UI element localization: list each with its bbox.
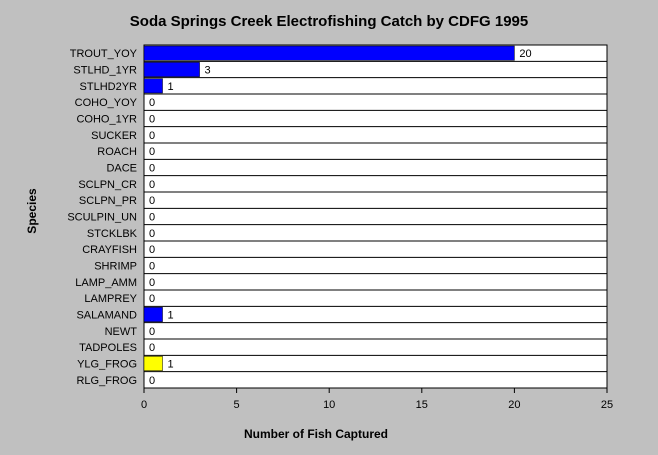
category-label: COHO_1YR: [76, 114, 137, 126]
category-label: STLHD_1YR: [73, 65, 137, 77]
category-label: YLG_FROG: [77, 359, 137, 371]
bar: [143, 45, 515, 61]
plot-area: [143, 44, 608, 389]
x-tick-label: 25: [601, 399, 613, 411]
data-labels: 20 3 1 0 0 0 0 0 0 0 0 0 0 0 0 0 1 0 0 1 0: [149, 48, 532, 387]
category-labels: TROUT_YOY STLHD_1YR STLHD2YR COHO_YOY COHO_1…: [67, 48, 137, 387]
data-label: 0: [149, 326, 155, 338]
data-label: 0: [149, 375, 155, 387]
data-label: 0: [149, 261, 155, 273]
category-label: STLHD2YR: [80, 81, 138, 93]
category-label: SHRIMP: [94, 261, 137, 273]
data-label: 0: [149, 277, 155, 289]
data-label: 0: [149, 212, 155, 224]
bar: [143, 307, 163, 322]
x-tick-label: 10: [323, 399, 335, 411]
data-label: 0: [149, 195, 155, 207]
bar: [143, 78, 163, 94]
x-tick-label: 0: [141, 399, 147, 411]
x-tick-label: 20: [508, 399, 520, 411]
bars: [143, 45, 515, 371]
data-label: 0: [149, 114, 155, 126]
grid-lines: [144, 60, 607, 373]
category-label: ROACH: [97, 146, 137, 158]
category-label: RLG_FROG: [76, 375, 137, 387]
category-label: NEWT: [105, 326, 138, 338]
data-label: 0: [149, 146, 155, 158]
category-label: TROUT_YOY: [70, 48, 138, 60]
data-label: 0: [149, 244, 155, 256]
y-axis-title: Species: [25, 188, 39, 234]
category-label: STCKLBK: [87, 228, 138, 240]
category-label: SCLPN_CR: [78, 179, 137, 191]
category-label: LAMP_AMM: [75, 277, 137, 289]
category-label: SUCKER: [91, 130, 137, 142]
category-label: SCULPIN_UN: [67, 212, 137, 224]
data-label: 20: [519, 48, 531, 60]
category-label: COHO_YOY: [75, 97, 138, 109]
x-axis-title: Number of Fish Captured: [244, 427, 388, 441]
category-label: TADPOLES: [79, 342, 137, 354]
bar: [143, 62, 200, 77]
data-label: 0: [149, 97, 155, 109]
data-label: 1: [168, 310, 174, 322]
category-label: DACE: [106, 163, 137, 175]
data-label: 0: [149, 342, 155, 354]
x-tick-label: 15: [416, 399, 428, 411]
category-label: CRAYFISH: [82, 244, 137, 256]
x-tick-label: 5: [234, 399, 240, 411]
data-label: 0: [149, 293, 155, 305]
category-label: SCLPN_PR: [79, 195, 137, 207]
category-label: LAMPREY: [84, 293, 137, 305]
data-label: 1: [168, 81, 174, 93]
bar: [143, 356, 163, 371]
data-label: 0: [149, 179, 155, 191]
data-label: 3: [205, 65, 211, 77]
data-label: 0: [149, 130, 155, 142]
data-label: 0: [149, 163, 155, 175]
x-ticks: 0 5 10 15 20 25: [141, 388, 613, 411]
data-label: 0: [149, 228, 155, 240]
category-label: SALAMAND: [76, 310, 137, 322]
data-label: 1: [168, 359, 174, 371]
chart-title: Soda Springs Creek Electrofishing Catch …: [130, 13, 528, 30]
